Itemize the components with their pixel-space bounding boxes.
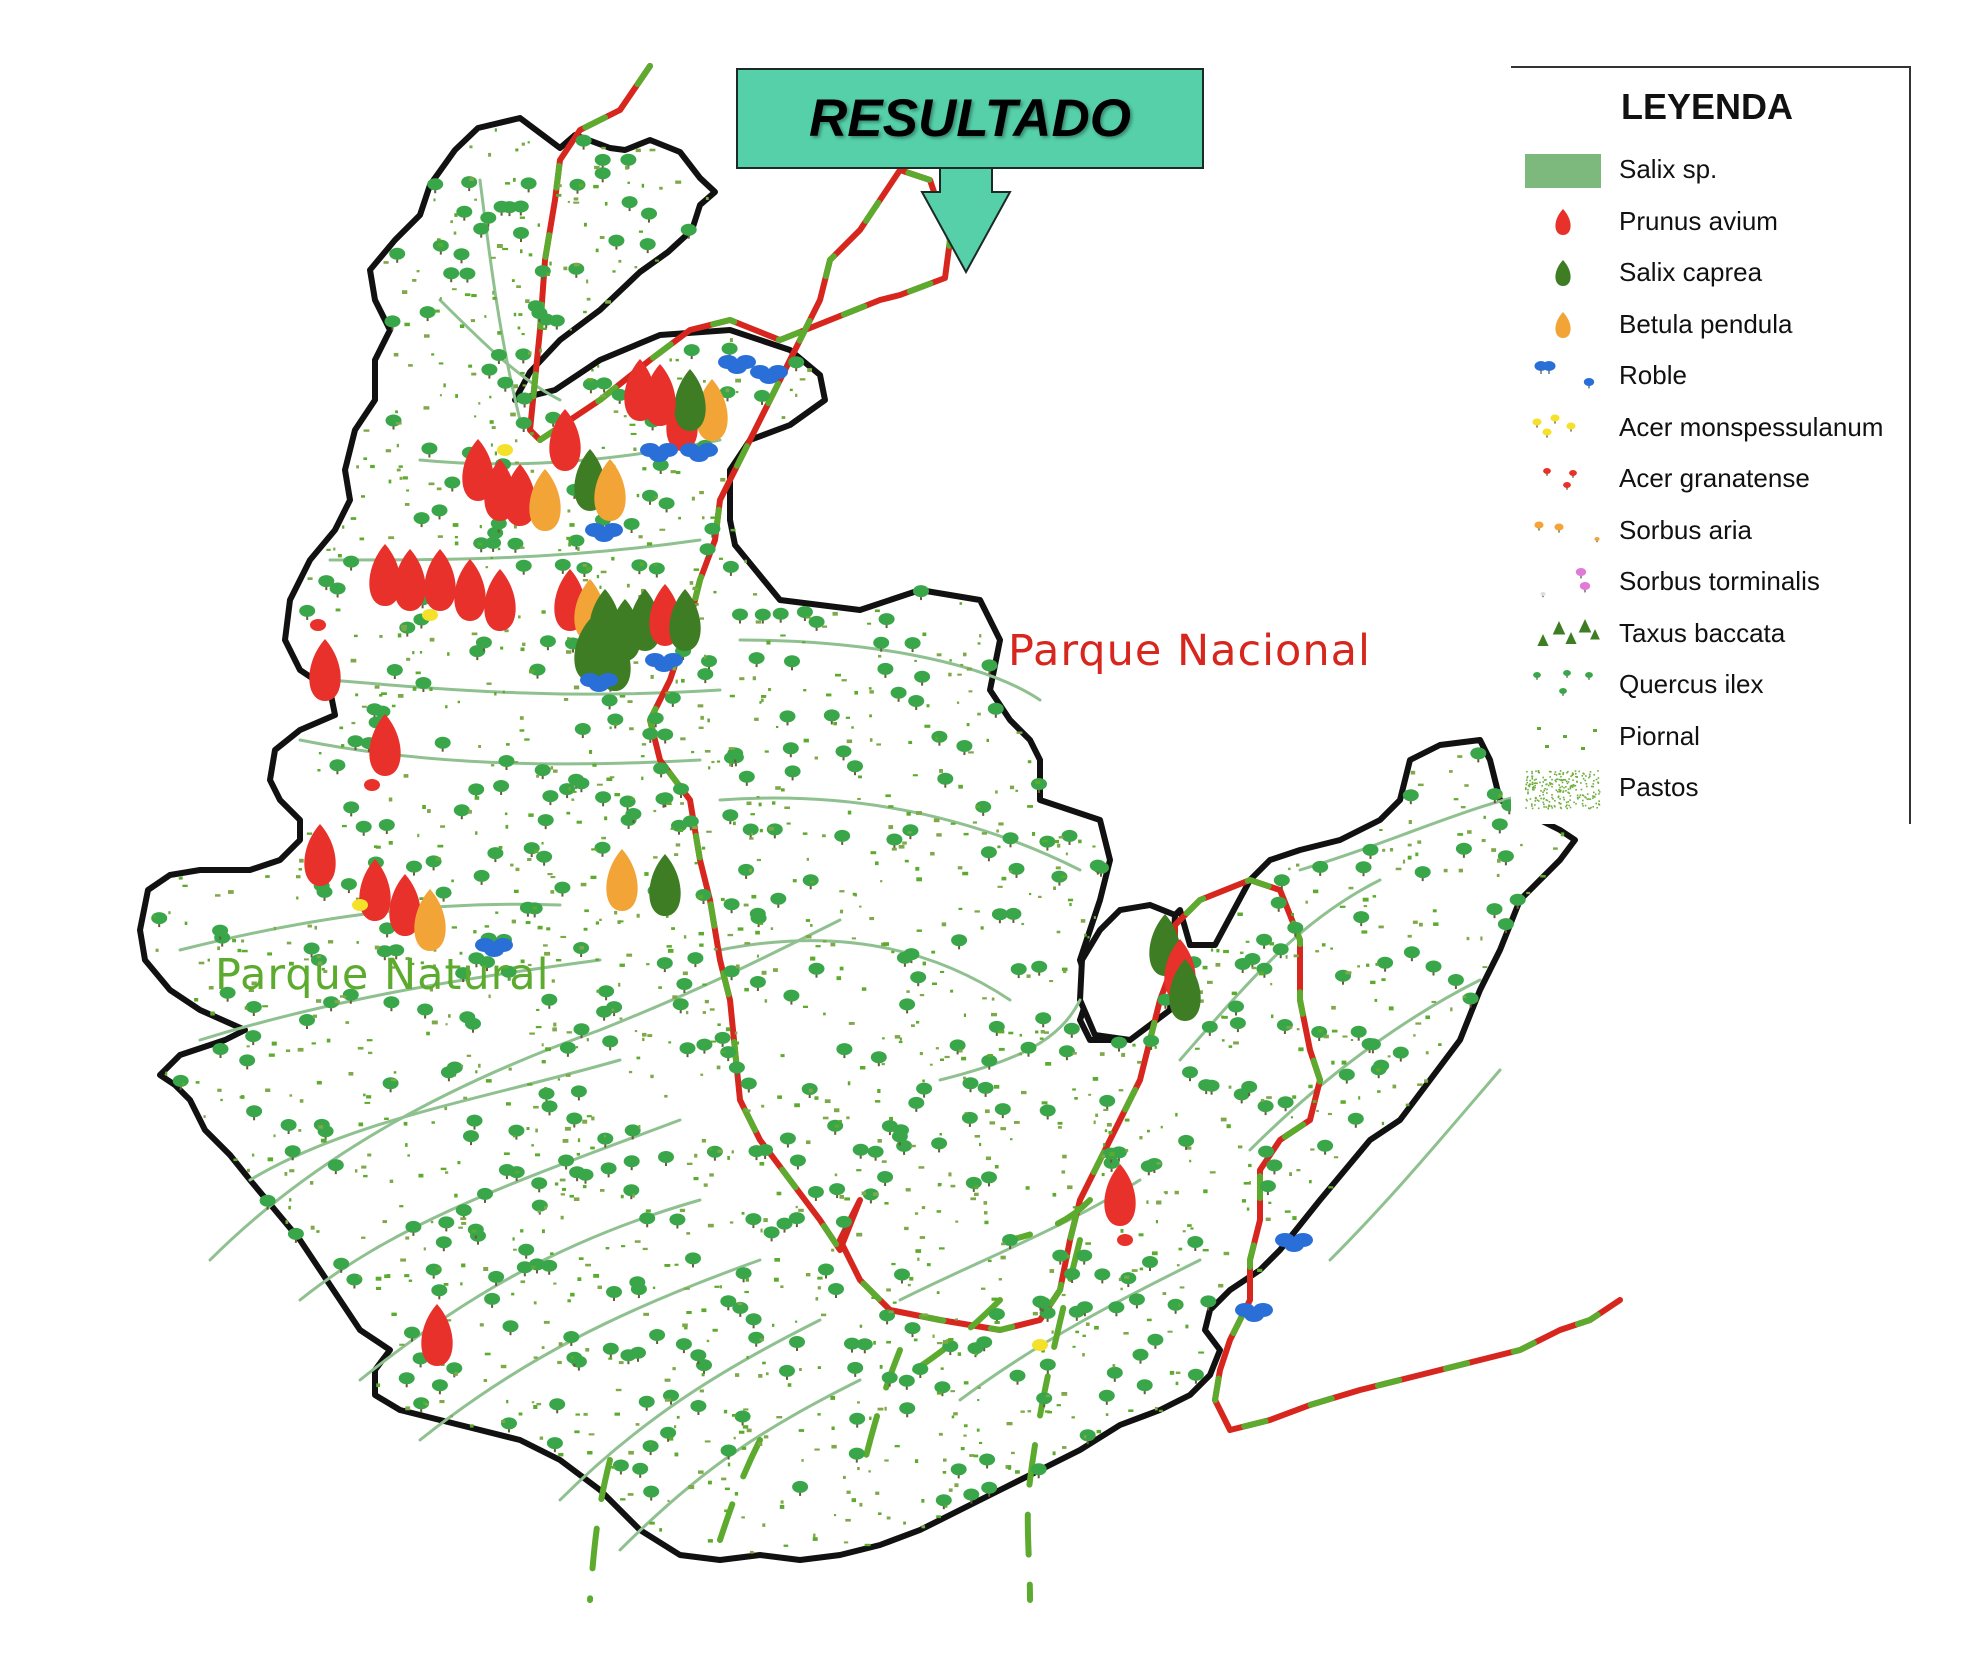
legend-item-sorbus-aria: Sorbus aria <box>1511 505 1909 557</box>
legend-item-taxus-baccata: Taxus baccata <box>1511 608 1909 660</box>
riparian-trees <box>304 355 1313 1366</box>
legend-item-label: Piornal <box>1619 720 1700 751</box>
legend-item-salix-caprea: Salix caprea <box>1511 247 1909 299</box>
legend-item-label: Sorbus torminalis <box>1619 566 1820 596</box>
legend-item-label: Betula pendula <box>1619 308 1793 339</box>
acer-granatense-tree-icon <box>1543 468 1577 490</box>
betula-pendula-tree-icon <box>1555 311 1571 338</box>
legend-item-label: Sorbus aria <box>1619 514 1752 545</box>
legend-item-label: Acer monspessulanum <box>1619 411 1884 442</box>
legend-item-label: Acer granatense <box>1619 463 1810 493</box>
legend-panel: LEYENDA Salix sp. Prunus avium Salix capre… <box>1511 66 1911 824</box>
legend-item-sorbus-torminalis: Sorbus torminalis <box>1511 556 1909 608</box>
legend-item-betula-pendula: Betula pendula <box>1511 299 1909 351</box>
pastos-texture-icon <box>1525 770 1601 810</box>
legend-item-prunus-avium: Prunus avium <box>1511 196 1909 248</box>
national-park-label: Parque Nacional <box>1008 626 1371 676</box>
legend-item-roble: Roble <box>1511 350 1909 402</box>
legend-item-label: Taxus baccata <box>1619 617 1786 648</box>
legend-item-piornal: Piornal <box>1511 711 1909 763</box>
legend-item-label: Salix caprea <box>1619 257 1763 287</box>
natural-park-label: Parque Natural <box>215 950 550 1000</box>
legend-item-salix-sp: Salix sp. <box>1511 144 1909 196</box>
piornal-shrub-icon <box>1537 726 1597 750</box>
legend-item-label: Quercus ilex <box>1619 669 1764 699</box>
taxus-baccata-tree-icon <box>1537 618 1600 646</box>
salix-sp-band-icon <box>1525 154 1601 188</box>
acer-monspessulanum-tree-icon <box>1532 414 1576 438</box>
legend-item-acer-monspessulanum: Acer monspessulanum <box>1511 402 1909 454</box>
roble-tree-icon <box>1534 361 1595 389</box>
sorbus-torminalis-tree-icon <box>1540 568 1591 598</box>
legend-item-pastos: Pastos <box>1511 762 1909 814</box>
national-park-boundary <box>527 63 1623 1433</box>
legend-title: LEYENDA <box>1621 86 1794 127</box>
legend-item-label: Prunus avium <box>1619 205 1778 236</box>
legend-item-acer-granatense: Acer granatense <box>1511 453 1909 505</box>
result-title: RESULTADO <box>809 89 1131 148</box>
legend-item-quercus-ilex: Quercus ilex <box>1511 659 1909 711</box>
prunus-avium-tree-icon <box>1555 208 1571 235</box>
legend-item-label: Salix sp. <box>1619 154 1718 184</box>
result-arrow <box>920 167 1012 275</box>
result-banner: RESULTADO <box>736 68 1204 169</box>
legend-item-label: Pastos <box>1619 772 1699 802</box>
sorbus-aria-tree-icon <box>1534 521 1600 542</box>
quercus-ilex-symbols <box>151 134 1526 1510</box>
salix-caprea-tree-icon <box>1555 260 1571 286</box>
quercus-ilex-tree-icon <box>1533 670 1593 696</box>
legend-item-label: Roble <box>1619 360 1687 390</box>
